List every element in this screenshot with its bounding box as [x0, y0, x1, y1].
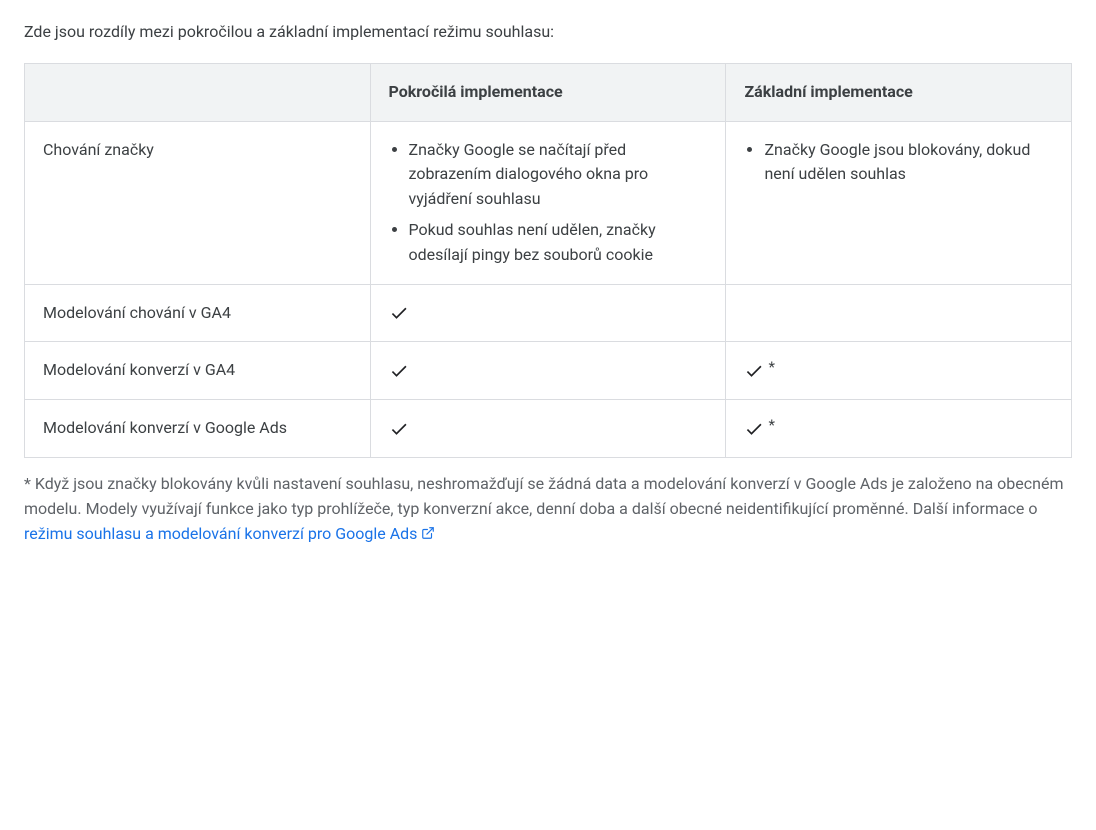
table-row: Modelování konverzí v GA4 *: [25, 342, 1072, 400]
row-label: Chování značky: [25, 121, 371, 284]
table-row: Modelování konverzí v Google Ads *: [25, 400, 1072, 458]
check-icon: [744, 361, 764, 381]
list-item: Značky Google se načítají před zobrazení…: [409, 138, 708, 212]
footnote: * Když jsou značky blokovány kvůli nasta…: [24, 472, 1072, 546]
check-icon: [744, 419, 764, 439]
table-row: Chování značky Značky Google se načítají…: [25, 121, 1072, 284]
header-basic: Základní implementace: [726, 63, 1072, 121]
cell-basic: [726, 284, 1072, 342]
header-advanced: Pokročilá implementace: [370, 63, 726, 121]
note-mark: *: [768, 360, 774, 375]
table-row: Modelování chování v GA4: [25, 284, 1072, 342]
check-icon: [389, 303, 409, 323]
external-link-icon: [421, 523, 435, 548]
row-label: Modelování konverzí v Google Ads: [25, 400, 371, 458]
check-icon: [389, 361, 409, 381]
cell-advanced: [370, 400, 726, 458]
check-icon: [389, 419, 409, 439]
list-item: Značky Google jsou blokovány, dokud není…: [764, 138, 1053, 188]
comparison-table: Pokročilá implementace Základní implemen…: [24, 63, 1072, 458]
intro-text: Zde jsou rozdíly mezi pokročilou a zákla…: [24, 20, 1072, 45]
row-label: Modelování chování v GA4: [25, 284, 371, 342]
cell-basic-bullets: Značky Google jsou blokovány, dokud není…: [726, 121, 1072, 284]
table-header-row: Pokročilá implementace Základní implemen…: [25, 63, 1072, 121]
cell-advanced: [370, 284, 726, 342]
cell-advanced-bullets: Značky Google se načítají před zobrazení…: [370, 121, 726, 284]
note-mark: *: [768, 418, 774, 433]
header-empty: [25, 63, 371, 121]
row-label: Modelování konverzí v GA4: [25, 342, 371, 400]
cell-basic: *: [726, 342, 1072, 400]
cell-advanced: [370, 342, 726, 400]
cell-basic: *: [726, 400, 1072, 458]
footnote-link[interactable]: režimu souhlasu a modelování konverzí pr…: [24, 524, 435, 543]
list-item: Pokud souhlas není udělen, značky odesíl…: [409, 218, 708, 268]
footnote-text: * Když jsou značky blokovány kvůli nasta…: [24, 474, 1063, 518]
